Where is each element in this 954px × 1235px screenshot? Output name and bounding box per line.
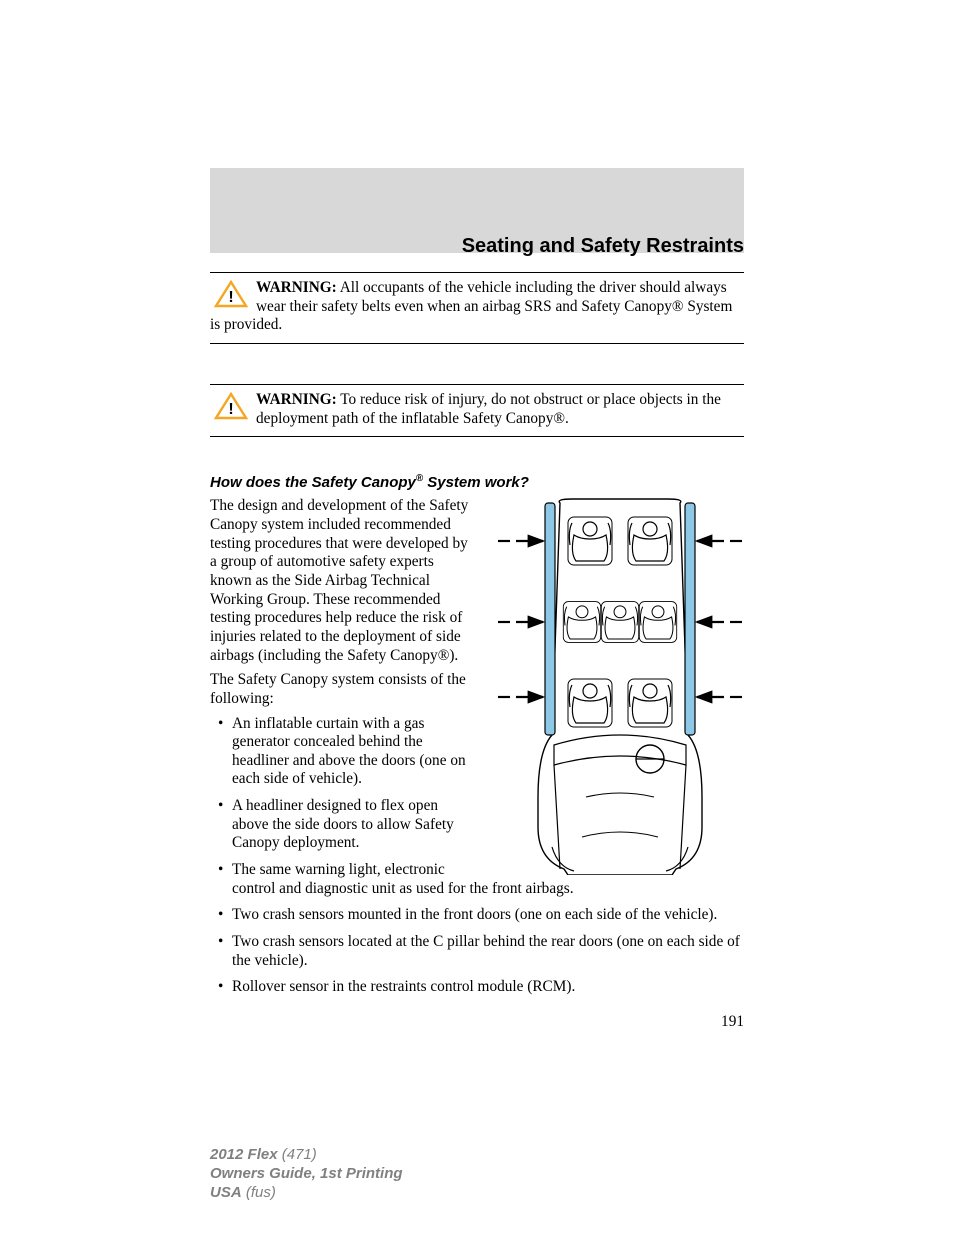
warning-label: WARNING: bbox=[256, 279, 337, 296]
warning-label: WARNING: bbox=[256, 391, 337, 408]
bullet-item: The same warning light, electronic contr… bbox=[210, 861, 744, 898]
warning-triangle-icon: ! bbox=[214, 392, 248, 420]
warning-2-text: WARNING: To reduce risk of injury, do no… bbox=[210, 391, 744, 428]
main-content: ! WARNING: All occupants of the vehicle … bbox=[210, 272, 744, 1031]
bullet-item: Two crash sensors mounted in the front d… bbox=[210, 906, 744, 925]
svg-text:!: ! bbox=[228, 289, 233, 306]
svg-text:!: ! bbox=[228, 401, 233, 418]
footer-line-2: Owners Guide, 1st Printing bbox=[210, 1164, 403, 1183]
footer-line-1: 2012 Flex (471) bbox=[210, 1145, 403, 1164]
warning-block-1: ! WARNING: All occupants of the vehicle … bbox=[210, 272, 744, 344]
bullet-item: Two crash sensors located at the C pilla… bbox=[210, 933, 744, 970]
bullet-item: An inflatable curtain with a gas generat… bbox=[210, 715, 744, 790]
section-subheading: How does the Safety Canopy® System work? bbox=[210, 473, 744, 491]
warning-triangle-icon: ! bbox=[214, 280, 248, 308]
warning-block-2: ! WARNING: To reduce risk of injury, do … bbox=[210, 384, 744, 437]
page-number: 191 bbox=[210, 1013, 744, 1031]
footer: 2012 Flex (471) Owners Guide, 1st Printi… bbox=[210, 1145, 403, 1203]
page-title: Seating and Safety Restraints bbox=[462, 235, 744, 258]
bullet-item: A headliner designed to flex open above … bbox=[210, 797, 744, 853]
footer-line-3: USA (fus) bbox=[210, 1183, 403, 1202]
warning-1-text: WARNING: All occupants of the vehicle in… bbox=[210, 279, 744, 335]
bullet-item: Rollover sensor in the restraints contro… bbox=[210, 978, 744, 997]
